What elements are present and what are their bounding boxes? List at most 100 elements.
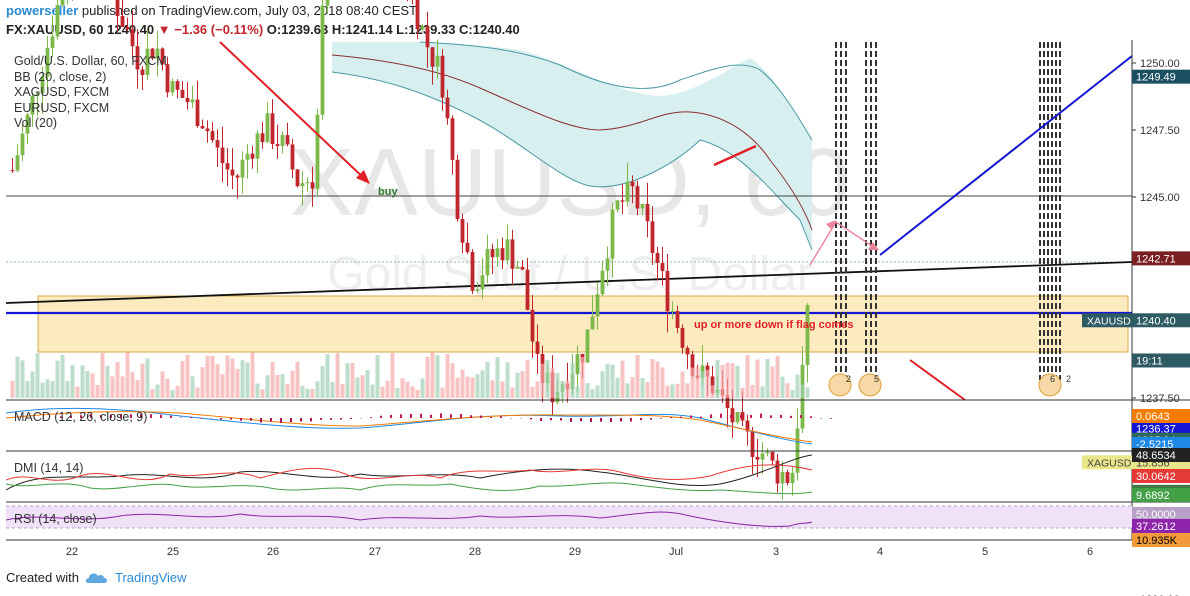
volume-bar — [510, 387, 515, 398]
volume-bar — [245, 362, 250, 398]
price-badge-label: 1236.37 — [1136, 423, 1176, 435]
bollinger-basis — [331, 54, 813, 231]
volume-bar — [220, 374, 225, 398]
candle-body — [130, 29, 135, 47]
volume-bar — [80, 365, 85, 398]
volume-bar — [200, 367, 205, 398]
candle-body — [665, 270, 670, 312]
legend-bb[interactable]: BB (20, close, 2) — [14, 69, 107, 84]
volume-bar — [725, 362, 730, 398]
macd-histogram-bar — [830, 418, 832, 419]
volume-bar — [250, 352, 255, 398]
price-badge-label: 10.935K — [1136, 535, 1178, 547]
candle-body — [285, 135, 290, 145]
macd-histogram-bar — [390, 414, 392, 418]
candle-body — [760, 453, 765, 460]
indicator-badge-label: 9.6892 — [1136, 490, 1170, 502]
candle-body — [240, 159, 245, 178]
volume-bar — [475, 374, 480, 398]
candle-body — [440, 55, 445, 98]
macd-histogram-bar — [270, 418, 272, 422]
volume-bar — [355, 377, 360, 398]
dmi-label[interactable]: DMI (14, 14) — [14, 461, 84, 475]
volume-bar — [345, 363, 350, 398]
trendline-black — [5, 261, 1133, 304]
price-tick-label: 1245.00 — [1140, 192, 1180, 204]
macd-histogram-bar — [530, 418, 532, 420]
volume-bar — [65, 381, 70, 398]
small-red-line — [909, 359, 966, 401]
volume-bar — [275, 374, 280, 398]
indicator-badge — [1132, 507, 1190, 521]
volume-bar — [600, 371, 605, 398]
candle-body — [195, 99, 200, 127]
volume-bar — [660, 367, 665, 398]
macd-histogram-bar — [60, 416, 62, 418]
volume-bar — [240, 360, 245, 398]
candle-body — [755, 456, 760, 460]
volume-bar — [615, 377, 620, 398]
candle-body — [60, 0, 65, 5]
candle-body — [315, 114, 320, 189]
candle-body — [630, 181, 635, 187]
trendline-ascending — [879, 55, 1133, 256]
candle-body — [640, 203, 645, 209]
candle-body — [535, 341, 540, 354]
volume-bar — [665, 385, 670, 398]
volume-bar — [215, 364, 220, 398]
volume-bar — [205, 355, 210, 398]
candle-body — [600, 270, 605, 295]
volume-bar — [305, 388, 310, 398]
volume-bar — [400, 378, 405, 398]
volume-bar — [730, 363, 735, 398]
candle-body — [225, 163, 230, 170]
candle-body — [805, 305, 810, 365]
candle-body — [655, 252, 660, 263]
candle-body — [325, 0, 330, 6]
macd-histogram-bar — [230, 418, 232, 420]
volume-bar — [290, 370, 295, 398]
macd-histogram-bar — [780, 414, 782, 418]
candle-body — [175, 81, 180, 90]
projection-arrow-2 — [868, 242, 879, 250]
macd-histogram-bar — [690, 415, 692, 418]
volume-bar — [50, 381, 55, 398]
candle-body — [485, 249, 490, 276]
indicator-badge — [1132, 469, 1190, 483]
volume-bar — [785, 383, 790, 398]
panel-values: 0.0643-2.521548.653430.06429.689250.0000… — [1132, 409, 1190, 533]
legend-eurusd[interactable]: EURUSD, FXCM — [14, 100, 110, 115]
candle-body — [450, 118, 455, 160]
macd-histogram-bar — [170, 415, 172, 418]
volume-bar — [60, 354, 65, 398]
projection-path — [809, 221, 879, 266]
buy-label: buy — [378, 186, 398, 198]
macd-histogram-bar — [370, 417, 372, 418]
candle-body — [135, 46, 140, 70]
price-tick-label: 1230.00 — [1140, 594, 1180, 596]
macd-histogram-bar — [570, 418, 572, 422]
legend-vol[interactable]: Vol (20) — [14, 116, 58, 130]
volume-bar — [630, 377, 635, 398]
rsi-label[interactable]: RSI (14, close) — [14, 512, 97, 526]
candle-body — [685, 347, 690, 355]
volume-bar — [300, 386, 305, 398]
candle-body — [50, 36, 55, 48]
legend-main[interactable]: Gold/U.S. Dollar, 60, FXCM — [14, 54, 167, 68]
candle-body — [235, 175, 240, 178]
price-badge — [1132, 251, 1190, 266]
candle-body — [635, 186, 640, 209]
macd-label[interactable]: MACD (12, 26, close, 9) — [14, 410, 148, 424]
volume-bar — [695, 367, 700, 398]
legend-xagusd[interactable]: XAGUSD, FXCM — [14, 85, 110, 99]
volume-bar — [100, 353, 105, 398]
candle-body — [505, 239, 510, 261]
candle-body — [775, 460, 780, 484]
tradingview-link[interactable]: TradingView — [114, 570, 187, 585]
author-link[interactable]: powerseller — [6, 3, 79, 18]
volume-bar — [315, 381, 320, 398]
price-badge — [1132, 533, 1190, 548]
volume-bar — [420, 378, 425, 398]
candle-body — [470, 252, 475, 291]
